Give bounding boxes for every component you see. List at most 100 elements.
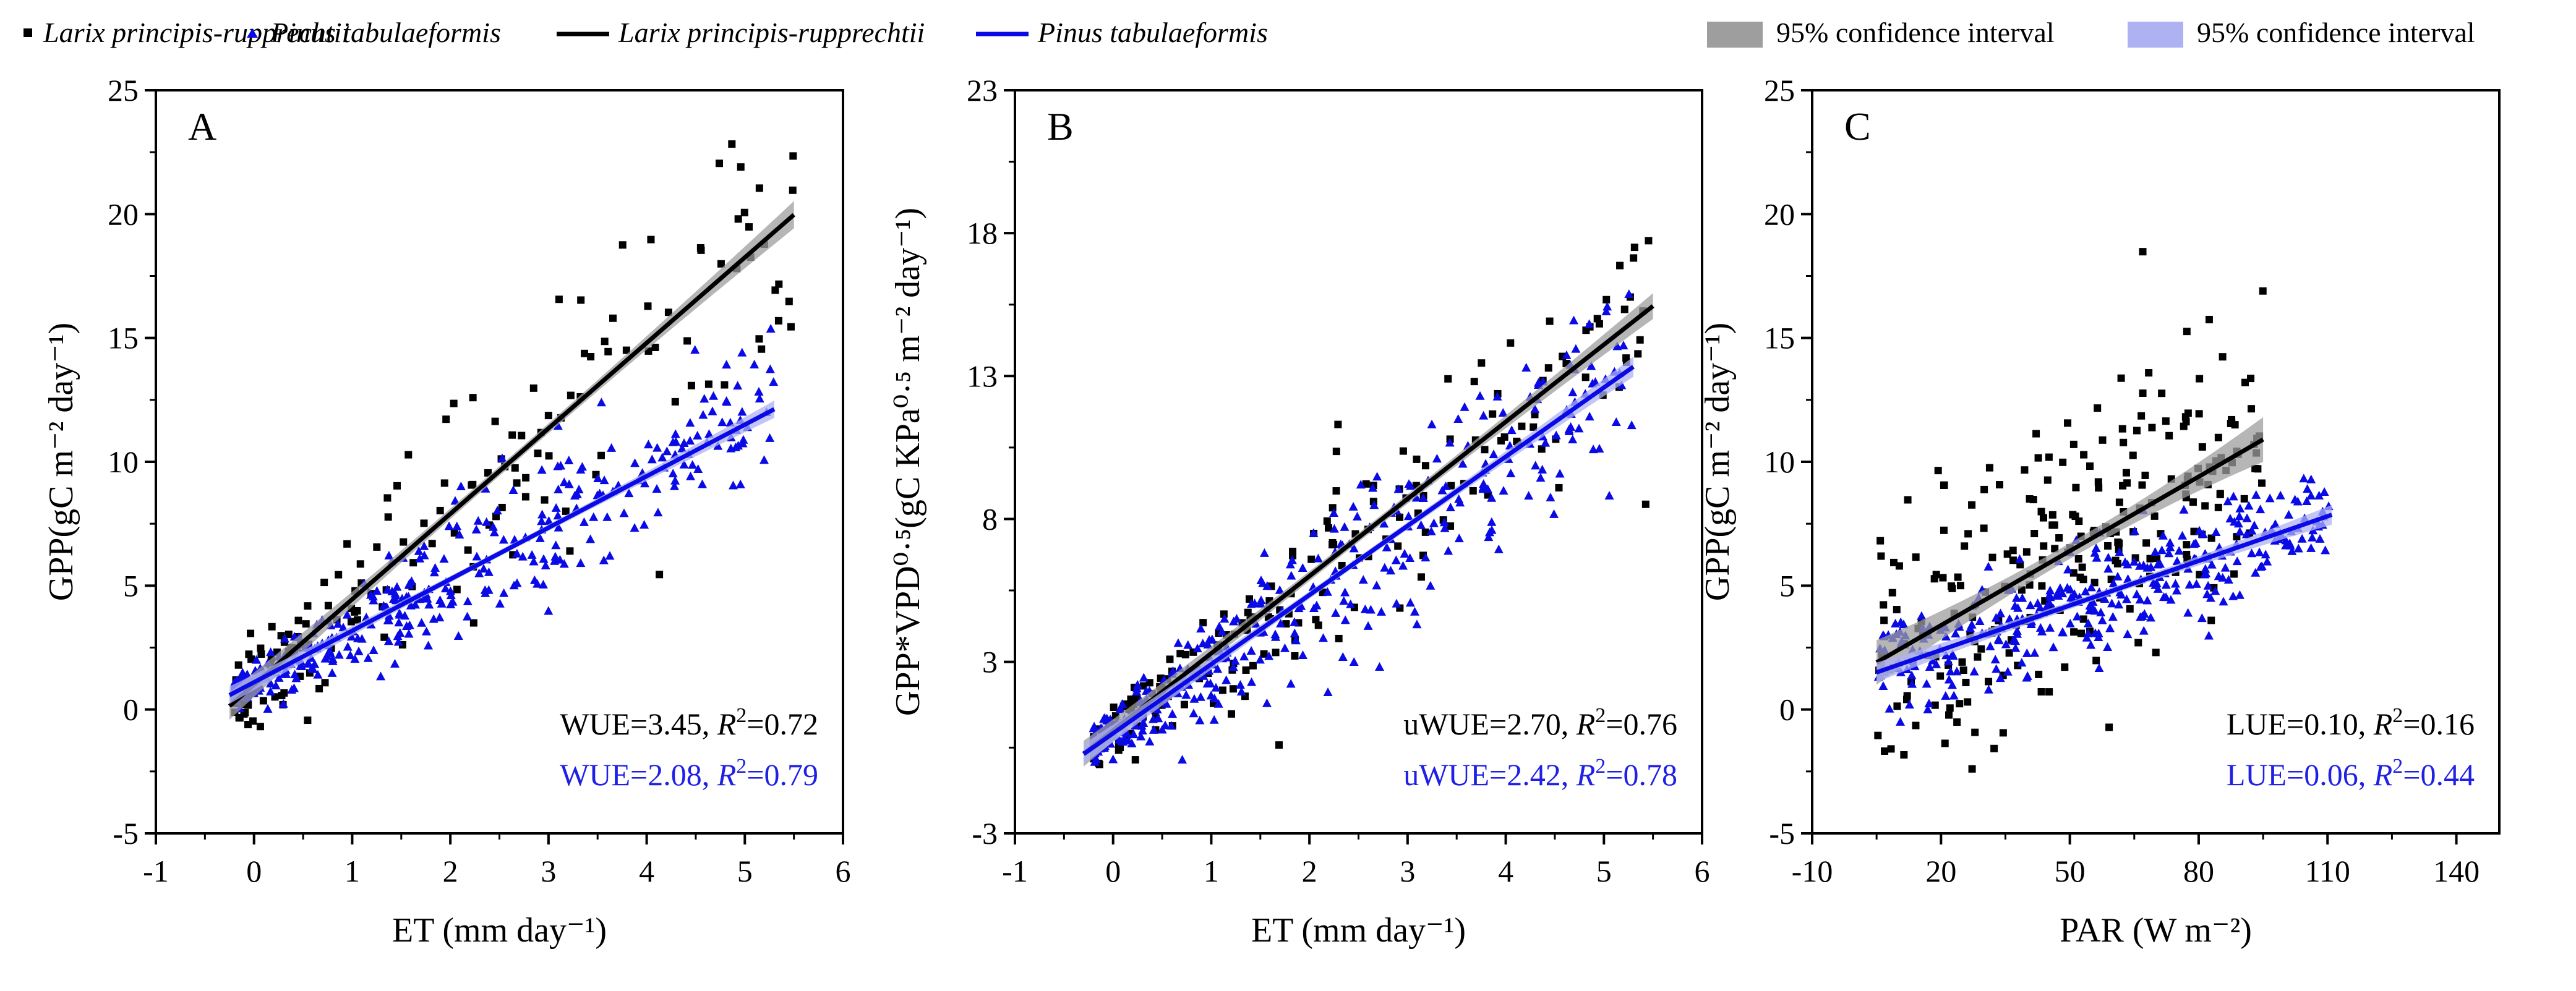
data-point-pinus [2247,548,2257,558]
data-point-pinus [1340,587,1350,597]
data-point-pinus [376,671,386,681]
data-point-pinus [2285,538,2295,548]
data-point-pinus [2235,511,2244,521]
data-point-pinus [2139,626,2149,635]
data-point-pinus [489,522,499,531]
data-point-larix [2183,541,2191,549]
data-point-pinus [1236,686,1246,695]
data-point-pinus [1145,736,1155,746]
data-point-pinus [728,480,738,490]
data-point-larix [1968,765,1976,773]
data-point-larix [2113,559,2121,568]
data-point-larix [2248,405,2256,413]
data-point-pinus [2172,585,2181,595]
data-point-pinus [1329,524,1339,533]
data-point-larix [2076,573,2084,581]
data-point-pinus [662,446,672,456]
data-point-pinus [2211,527,2221,537]
data-point-pinus [1588,378,1598,388]
data-point-pinus [1604,491,1614,500]
data-point-pinus [1571,344,1581,353]
data-point-pinus [709,391,719,400]
data-point-larix [1940,481,1948,489]
data-point-pinus [1985,641,1995,650]
data-point-larix [1968,501,1976,509]
data-point-pinus [1538,464,1547,474]
data-point-pinus [297,661,307,671]
data-point-larix [737,163,745,171]
data-point-pinus [384,611,394,620]
data-point-larix [704,380,712,388]
data-point-pinus [2223,574,2233,584]
data-point-pinus [537,465,547,474]
fit-line-pinus [1082,365,1635,756]
data-point-larix [1873,841,1881,849]
data-point-pinus [1418,493,1428,503]
data-point-pinus [1566,422,1576,431]
data-point-pinus [671,436,681,446]
x-tick-label: 4 [639,854,654,888]
data-point-pinus [1286,679,1296,688]
data-point-pinus [2058,589,2068,598]
data-point-larix [1180,700,1188,708]
data-point-pinus [2293,543,2303,553]
data-point-pinus [1941,632,1951,641]
data-point-larix [2231,421,2239,429]
data-point-pinus [1349,657,1359,666]
data-point-pinus [1944,674,1954,684]
data-point-pinus [1340,522,1350,531]
data-point-pinus [1410,606,1419,616]
annotation-pinus: LUE=0.06, R2=0.44 [2227,755,2475,792]
data-point-pinus [1331,608,1341,617]
data-point-larix [335,571,343,579]
data-point-pinus [2158,530,2168,540]
data-point-pinus [1139,673,1149,682]
data-point-pinus [1246,646,1256,655]
legend: Larix principis-rupprechtii Pinus tabula… [24,17,2475,48]
data-point-pinus [263,704,273,713]
data-point-pinus [2149,577,2159,587]
y-tick-label: 8 [982,501,998,536]
data-point-larix [1945,711,1953,719]
data-point-pinus [1445,503,1455,512]
data-point-larix [1620,305,1628,313]
data-point-pinus [1445,438,1455,447]
data-point-pinus [2235,503,2245,513]
data-point-larix [521,493,529,501]
data-point-pinus [653,508,663,517]
data-point-larix [587,353,595,361]
data-point-larix [651,343,659,351]
data-point-pinus [735,479,745,488]
data-point-larix [268,623,276,631]
data-point-pinus [435,595,445,605]
data-point-pinus [2092,553,2102,562]
data-point-larix [320,579,328,587]
data-point-larix [1985,464,1993,472]
x-tick-label: 80 [2183,854,2214,888]
data-point-pinus [2214,571,2223,581]
data-point-pinus [1993,634,2003,644]
data-point-larix [1447,482,1455,490]
data-point-pinus [708,406,717,415]
data-point-pinus [350,654,360,663]
data-point-pinus [1205,678,1215,687]
data-point-pinus [1291,636,1301,645]
data-point-pinus [2306,490,2316,500]
data-point-larix [647,236,655,244]
data-point-larix [1956,582,1964,590]
data-point-pinus [2270,519,2280,528]
data-point-pinus [556,461,566,470]
data-point-pinus [1166,721,1176,730]
annotation-pinus: WUE=2.08, R2=0.79 [560,755,818,792]
data-point-larix [2137,412,2146,420]
data-point-larix [2048,511,2056,519]
plot-area [1082,237,1654,768]
data-point-pinus [2123,629,2133,639]
data-point-pinus [1585,412,1594,421]
data-point-pinus [2035,602,2045,611]
data-point-pinus [589,512,599,521]
y-tick-label: 15 [1764,321,1795,355]
data-point-larix [1961,542,1969,550]
annotation-larix: WUE=3.45, R2=0.72 [560,704,818,741]
data-point-pinus [2100,593,2110,603]
